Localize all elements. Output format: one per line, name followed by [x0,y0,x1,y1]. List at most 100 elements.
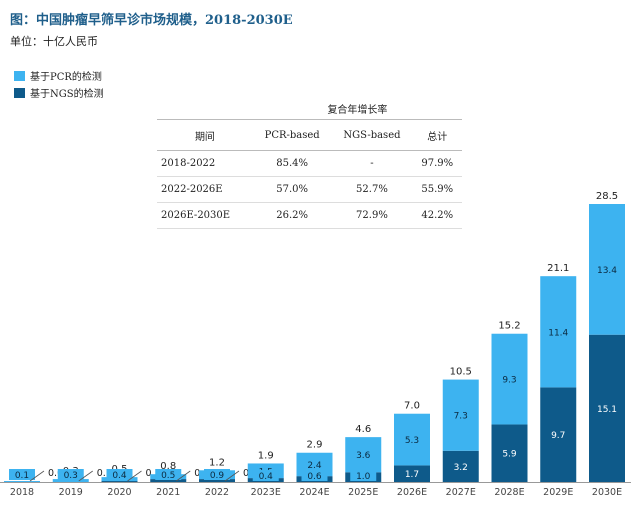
data-label-pcr: 5.3 [405,436,419,446]
data-label-ngs: 0.4 [259,472,274,482]
data-label-total: 4.6 [355,424,371,435]
bar-ngs [442,450,479,482]
data-label-ngs: 0.6 [307,472,322,482]
data-label-pcr-box [155,469,182,480]
leader-line [29,470,45,482]
data-label-pcr-box [57,469,84,480]
data-label-pcr-box [106,469,133,480]
cagr-cell-period: 2022-2026E [157,176,253,203]
cagr-table: 复合年增长率 期间 PCR-based NGS-based 总计 2018-20… [157,97,462,229]
legend-item-pcr: 基于PCR的检测 [14,68,102,83]
cagr-super-header-row: 复合年增长率 [157,97,462,120]
data-label-ngs: 5.9 [502,450,517,460]
cagr-header-pcr: PCR-based [252,119,332,151]
unit-label: 单位：十亿人民币 [10,35,98,48]
cagr-cell-pcr: 85.4% [252,150,332,177]
x-tick-label: 2030E [592,487,622,498]
cagr-cell-ngs: 72.9% [331,202,413,229]
bar-ngs [394,465,430,482]
table-row: 2026E-2030E 26.2% 72.9% 42.2% [157,202,462,229]
bar-pcr [394,413,430,466]
data-label-pcr: 0.4 [112,471,127,481]
data-label-ngs-box [350,470,377,481]
x-tick-label: 2023E [251,487,281,498]
x-tick-label: 2024E [299,487,329,498]
x-tick-label: 2025E [348,487,378,498]
cagr-cell-pcr: 57.0% [252,176,332,203]
bar-pcr [540,276,577,388]
data-label-ngs: 0.1 [146,468,161,479]
bar-pcr [442,379,479,451]
x-tick-label: 2029E [543,487,573,498]
data-label-pcr: 9.3 [502,376,516,386]
cagr-cell-total: 55.9% [412,176,462,203]
data-label-ngs-box [252,470,279,481]
bar-ngs [199,479,235,482]
cagr-cell-period: 2018-2022 [157,150,253,177]
legend-swatch-ngs [14,87,25,98]
data-label-total: 0.8 [160,461,176,472]
cagr-header-total: 总计 [412,119,462,151]
bar-ngs [491,424,528,482]
cagr-cell-ngs: - [331,150,413,177]
data-label-pcr: 7.3 [454,412,468,422]
leader-line [224,470,240,482]
cagr-cell-total: 42.2% [412,202,462,229]
cagr-header-ngs: NGS-based [331,119,413,151]
data-label-pcr: 0.5 [161,471,175,481]
x-tick-label: 2020 [107,487,131,498]
cagr-header-row: 期间 PCR-based NGS-based 总计 [157,119,462,151]
x-tick-label: 2021 [156,487,180,498]
data-label-total: 1.9 [258,450,274,461]
data-label-total: 10.5 [450,367,472,378]
data-label-pcr: 0.9 [210,471,225,481]
cagr-cell-total: 97.9% [412,150,462,177]
cagr-super-header: 复合年增长率 [252,97,462,120]
data-label-ngs: 9.7 [551,431,565,441]
legend-item-ngs: 基于NGS的检测 [14,85,104,100]
data-label-ngs: 0.0 [97,468,112,479]
data-label-pcr: 11.4 [548,328,568,338]
bar-ngs [150,479,187,482]
data-label-pcr: 0.1 [15,471,29,481]
data-label-pcr-box [204,469,230,480]
data-label-ngs: 0.0 [48,468,63,479]
data-label-pcr: 2.4 [307,461,322,471]
cagr-cell-ngs: 52.7% [331,176,413,203]
data-label-ngs: 3.2 [454,463,468,473]
data-label-ngs-box [301,470,328,481]
cagr-cell-pcr: 26.2% [252,202,332,229]
legend-swatch-pcr [14,70,25,81]
leader-line [176,470,191,482]
leader-line [78,470,93,482]
data-label-ngs: 1.7 [405,470,419,480]
x-tick-label: 2019 [59,487,83,498]
table-row: 2022-2026E 57.0% 52.7% 55.9% [157,176,462,203]
bar-pcr [52,479,89,482]
bar-pcr [345,437,382,473]
leader-line [127,470,142,482]
x-tick-label: 2028E [494,487,524,498]
x-tick-label: 2018 [10,487,34,498]
bar-ngs [540,387,577,482]
data-label-ngs: 1.0 [356,472,371,482]
x-tick-label: 2022 [205,487,229,498]
bar-ngs [101,481,138,482]
data-label-total: 15.2 [498,321,520,332]
data-label-ngs: 15.1 [597,405,617,415]
table-row: 2018-2022 85.4% - 97.9% [157,150,462,177]
bar-pcr [589,204,625,335]
data-label-total: 1.2 [209,457,225,468]
x-tick-label: 2026E [397,487,427,498]
cagr-header-period: 期间 [157,119,253,151]
data-label-total: 2.9 [307,440,323,451]
data-label-total: 28.5 [596,191,618,202]
legend-label-pcr: 基于PCR的检测 [30,72,102,83]
data-label-pcr-box [9,469,35,480]
data-label-total: 7.0 [404,401,420,412]
legend-label-ngs: 基于NGS的检测 [30,89,104,100]
data-label-pcr: 3.6 [356,451,371,461]
cagr-cell-period: 2026E-2030E [157,202,253,229]
data-label-pcr: 13.4 [597,266,617,276]
